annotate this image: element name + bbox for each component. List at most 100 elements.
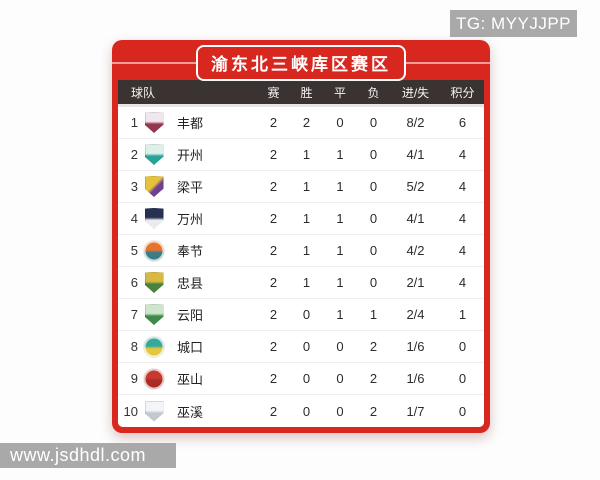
- team-rank: 4: [130, 211, 138, 226]
- team-rank: 9: [130, 371, 138, 386]
- team-name: 云阳: [177, 308, 204, 323]
- liangping-crest-icon: [144, 176, 164, 197]
- team-row: 4 万州 2 1 1 0 4/1 4: [118, 203, 484, 235]
- stat-points: 4: [458, 147, 467, 162]
- stat-goals: 2/4: [406, 307, 425, 322]
- stat-played: 2: [269, 371, 278, 386]
- stat-played: 2: [269, 147, 278, 162]
- team-row: 10 巫溪 2 0 0 2 1/7 0: [118, 395, 484, 427]
- stat-drawn: 1: [336, 243, 344, 258]
- stat-lost: 2: [369, 371, 378, 386]
- stat-won: 1: [302, 147, 311, 162]
- fengdu-crest-icon: [144, 112, 164, 133]
- team-badge-cell: [140, 368, 168, 389]
- team-badge-cell: [140, 144, 168, 165]
- stat-played: 2: [269, 211, 278, 226]
- team-row: 3 梁平 2 1 1 0 5/2 4: [118, 171, 484, 203]
- team-rank: 6: [130, 275, 138, 290]
- stat-won: 1: [302, 211, 311, 226]
- standings-table-header: 球队 赛 胜 平 负 进/失 积分: [118, 80, 484, 104]
- watermark-telegram: TG: MYYJJPP: [450, 10, 577, 37]
- team-row: 1 丰都 2 2 0 0 8/2 6: [118, 107, 484, 139]
- stat-goals: 4/1: [406, 211, 425, 226]
- column-header-team: 球队: [131, 85, 156, 100]
- stat-lost: 0: [369, 211, 378, 226]
- wuxi-crest-icon: [144, 400, 164, 422]
- stat-won: 0: [302, 371, 311, 386]
- team-badge-cell: [140, 208, 168, 229]
- team-name: 城口: [177, 340, 204, 355]
- standings-card: 渝东北三峡库区赛区 球队 赛 胜 平 负 进/失 积分 1 丰都 2 2 0 0…: [112, 40, 490, 433]
- stat-goals: 2/1: [406, 275, 425, 290]
- column-header-points: 积分: [450, 85, 475, 100]
- stat-points: 0: [458, 339, 467, 354]
- stat-goals: 1/6: [406, 339, 425, 354]
- stat-points: 4: [458, 275, 467, 290]
- stat-points: 0: [458, 371, 467, 386]
- team-row: 9 巫山 2 0 0 2 1/6 0: [118, 363, 484, 395]
- team-rank: 8: [130, 339, 138, 354]
- team-badge-cell: [140, 304, 168, 325]
- stat-played: 2: [269, 307, 278, 322]
- stat-lost: 0: [369, 179, 378, 194]
- stat-lost: 0: [369, 115, 378, 130]
- stat-played: 2: [269, 243, 278, 258]
- stat-drawn: 0: [336, 371, 344, 386]
- zhongxian-crest-icon: [144, 272, 164, 293]
- stat-won: 1: [302, 243, 311, 258]
- stat-drawn: 1: [336, 211, 344, 226]
- stat-played: 2: [269, 275, 278, 290]
- stat-won: 1: [302, 275, 311, 290]
- team-rank: 10: [123, 403, 138, 419]
- stat-goals: 5/2: [406, 179, 425, 194]
- kaizhou-crest-icon: [144, 144, 164, 165]
- stat-played: 2: [269, 179, 278, 194]
- team-name: 奉节: [177, 244, 204, 259]
- column-header-drawn: 平: [333, 85, 346, 100]
- stat-points: 4: [458, 211, 467, 226]
- stat-points: 6: [458, 115, 467, 130]
- wanzhou-crest-icon: [144, 208, 164, 229]
- stat-goals: 8/2: [406, 115, 425, 130]
- column-header-lost: 负: [367, 85, 380, 100]
- chengkou-crest-icon: [144, 336, 164, 357]
- fengjie-crest-icon: [144, 240, 164, 261]
- team-name: 巫山: [177, 372, 204, 387]
- stat-drawn: 1: [336, 147, 344, 162]
- team-name: 忠县: [177, 276, 204, 291]
- team-badge-cell: [140, 336, 168, 357]
- team-rank: 5: [130, 243, 138, 258]
- team-name: 万州: [177, 212, 204, 227]
- team-rank: 2: [130, 147, 138, 162]
- stat-points: 1: [458, 307, 467, 322]
- team-row: 6 忠县 2 1 1 0 2/1 4: [118, 267, 484, 299]
- team-badge-cell: [140, 240, 168, 261]
- stat-goals: 1/6: [406, 371, 425, 386]
- stat-points: 4: [458, 179, 467, 194]
- zone-title: 渝东北三峡库区赛区: [196, 45, 406, 81]
- stat-won: 0: [302, 307, 311, 322]
- stat-lost: 0: [369, 243, 378, 258]
- watermark-website: www.jsdhdl.com: [0, 443, 176, 468]
- zone-title-row: 渝东北三峡库区赛区: [112, 40, 490, 81]
- stat-played: 2: [269, 403, 278, 419]
- yunyang-crest-icon: [144, 304, 164, 325]
- team-badge-cell: [140, 272, 168, 293]
- stat-lost: 2: [369, 403, 378, 419]
- team-name: 巫溪: [177, 404, 204, 420]
- team-badge-cell: [140, 176, 168, 197]
- wushan-crest-icon: [144, 368, 164, 389]
- stat-won: 1: [302, 179, 311, 194]
- team-name: 丰都: [177, 116, 204, 131]
- stat-drawn: 1: [336, 275, 344, 290]
- title-divider-right: [406, 62, 490, 64]
- title-divider-left: [112, 62, 196, 64]
- team-rank: 3: [130, 179, 138, 194]
- team-row: 7 云阳 2 0 1 1 2/4 1: [118, 299, 484, 331]
- stat-drawn: 1: [336, 179, 344, 194]
- stat-drawn: 0: [336, 339, 344, 354]
- stat-drawn: 0: [336, 403, 344, 419]
- stat-points: 0: [458, 403, 467, 419]
- stat-played: 2: [269, 339, 278, 354]
